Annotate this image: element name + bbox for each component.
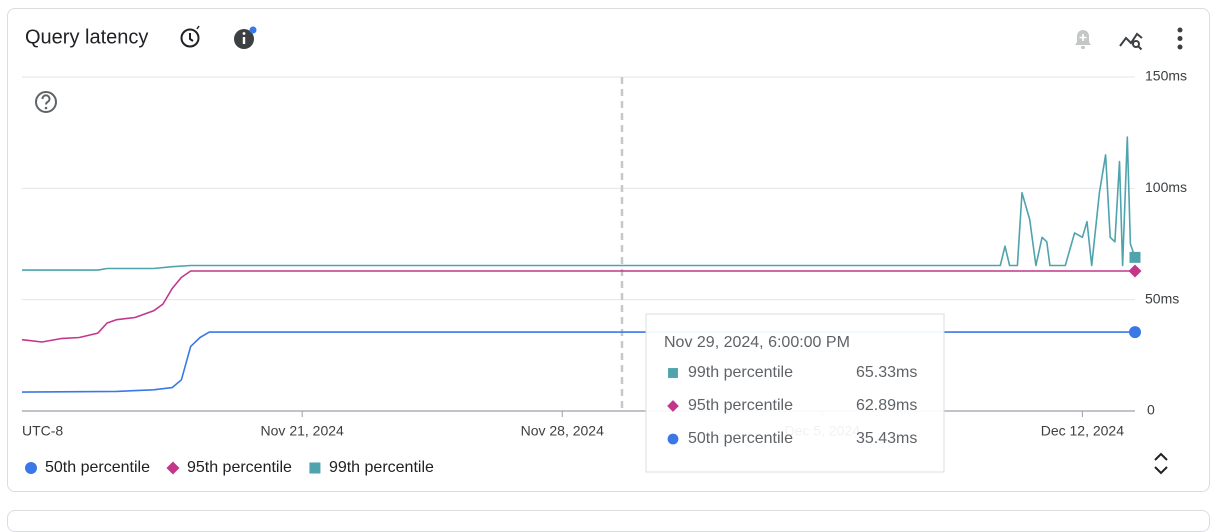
- series-line: [22, 136, 1136, 271]
- tooltip-series: 95th percentile: [688, 397, 793, 414]
- tooltip-box: [645, 313, 945, 473]
- page: Query latency UTC-8 0 50ms 100ms 150ms Nov 2…: [7, 8, 1210, 532]
- series-line: [21, 270, 1135, 343]
- marker: [166, 461, 180, 475]
- marker: [309, 462, 321, 474]
- tooltip-series: 50th percentile: [688, 430, 793, 447]
- alert-icon[interactable]: [1075, 30, 1091, 49]
- legend-label: 50th percentile: [45, 459, 150, 476]
- y-tick-label: 50ms: [1145, 290, 1179, 306]
- info-icon[interactable]: [234, 26, 257, 50]
- y-tick-label: 100ms: [1145, 179, 1187, 195]
- legend-label: 99th percentile: [329, 459, 434, 476]
- timezone-label: UTC-8: [22, 423, 63, 439]
- help-icon[interactable]: [35, 91, 57, 113]
- legend-label: 95th percentile: [187, 459, 292, 476]
- x-tick-label: Nov 28, 2024: [521, 423, 604, 439]
- tooltip-title: Nov 29, 2024, 6:00:00 PM: [664, 334, 850, 351]
- marker: [1129, 326, 1141, 339]
- marker: [667, 400, 679, 412]
- chart-card: [7, 8, 1210, 492]
- tooltip-value: 35.43ms: [856, 430, 917, 447]
- x-tick-label: Dec 12, 2024: [1041, 423, 1124, 439]
- explore-icon[interactable]: [1119, 32, 1143, 51]
- x-tick-label: Nov 21, 2024: [261, 423, 344, 439]
- tooltip-value: 65.33ms: [856, 364, 917, 381]
- marker: [667, 433, 679, 445]
- tooltip-series: 99th percentile: [688, 364, 793, 381]
- marker: [668, 368, 678, 378]
- chart-title: Query latency: [25, 26, 148, 48]
- chart: Query latency UTC-8 0 50ms 100ms 150ms Nov 2…: [21, 25, 1187, 476]
- series-line: [21, 331, 1135, 393]
- y-tick-label: 0: [1147, 402, 1155, 418]
- tooltip-value: 62.89ms: [856, 397, 917, 414]
- marker: [1128, 264, 1142, 278]
- more-icon[interactable]: [1177, 27, 1183, 50]
- y-tick-label: 150ms: [1145, 68, 1187, 84]
- marker: [1129, 251, 1141, 263]
- marker: [25, 462, 37, 474]
- history-icon[interactable]: [180, 25, 200, 48]
- expand-icon[interactable]: [1154, 452, 1168, 475]
